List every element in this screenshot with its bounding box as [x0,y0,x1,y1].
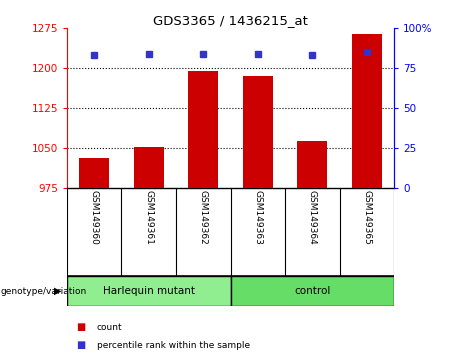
Text: GSM149364: GSM149364 [308,190,317,245]
Bar [297,141,327,188]
Text: Harlequin mutant: Harlequin mutant [103,286,195,296]
Text: GSM149365: GSM149365 [362,190,372,245]
Text: GSM149363: GSM149363 [253,190,262,245]
Text: ■: ■ [76,322,85,332]
Bar [230,276,394,306]
Bar [188,71,218,188]
Bar [134,147,164,188]
Bar [67,276,230,306]
Text: ▶: ▶ [54,286,62,296]
Bar [79,159,109,188]
Bar [243,76,273,188]
Text: count: count [97,323,123,332]
Text: GSM149360: GSM149360 [89,190,99,245]
Text: percentile rank within the sample: percentile rank within the sample [97,341,250,350]
Text: ■: ■ [76,340,85,350]
Text: genotype/variation: genotype/variation [0,287,87,296]
Text: control: control [294,286,331,296]
Text: GSM149362: GSM149362 [199,190,208,245]
Text: GSM149361: GSM149361 [144,190,153,245]
Bar [352,34,382,188]
Title: GDS3365 / 1436215_at: GDS3365 / 1436215_at [153,14,308,27]
